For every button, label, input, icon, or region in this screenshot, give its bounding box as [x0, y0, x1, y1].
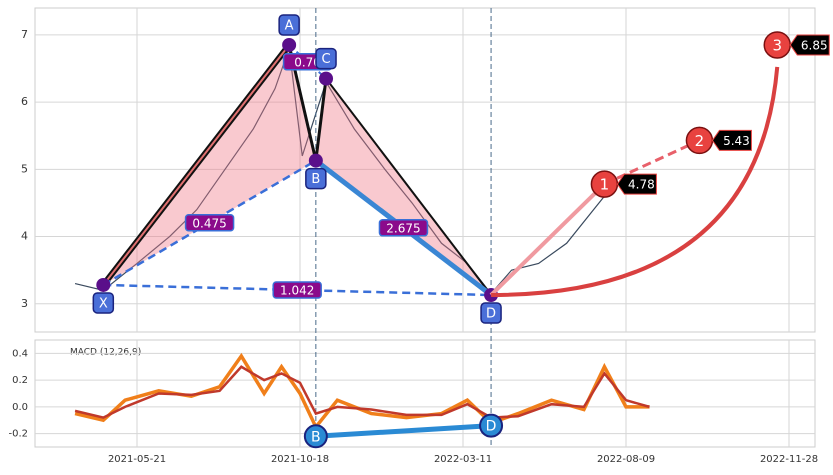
value-tag [616, 173, 657, 195]
ratio-label: 2.675 [386, 221, 420, 235]
divergence-line [315, 423, 492, 439]
pattern-fill [103, 44, 316, 285]
y-tick-label: 7 [21, 28, 28, 41]
target-label: 1 [600, 176, 610, 194]
divergence-point [303, 424, 328, 449]
divergence-label: D [486, 419, 497, 435]
y-tick-label: 3 [21, 297, 28, 310]
divergence-point [479, 413, 504, 438]
point-label: A [285, 18, 294, 33]
x-tick-label: 2021-10-18 [271, 454, 329, 465]
divergence-label: B [311, 429, 321, 445]
pattern-point [308, 153, 323, 168]
price-line [74, 48, 611, 295]
x-tick-label: 2021-05-21 [108, 454, 166, 465]
pattern-leg [314, 78, 328, 161]
ratio-box [378, 219, 429, 237]
target-value: 4.78 [628, 178, 655, 192]
point-label-box [305, 167, 327, 190]
pattern-leg [325, 77, 492, 296]
ratio-label: 0.475 [192, 216, 226, 230]
macd-title: MACD (12,26,9) [70, 348, 141, 358]
y-tick-label: -0.2 [8, 429, 28, 440]
projection [603, 139, 701, 186]
y-tick-label: 5 [21, 162, 28, 175]
pattern-point [319, 71, 334, 86]
x-tick-label: 2022-03-11 [434, 454, 492, 465]
x-tick-label: 2022-11-28 [760, 454, 818, 465]
y-tick-label: 4 [21, 230, 28, 243]
point-label: C [321, 52, 330, 67]
ratio-box [184, 214, 235, 232]
point-label: B [311, 172, 320, 187]
pattern-leg [102, 44, 290, 286]
ratio-box [272, 281, 322, 299]
point-label-box [92, 292, 115, 314]
y-tick-label: 0.4 [12, 348, 28, 359]
ratio-label: 1.042 [280, 283, 314, 297]
target-label: 3 [772, 36, 782, 54]
pattern-fill [315, 78, 492, 296]
target-value: 6.85 [801, 38, 828, 52]
y-tick-label: 6 [21, 95, 28, 108]
y-tick-label: 0.0 [12, 402, 28, 413]
pattern-point [282, 37, 297, 52]
price-panel [34, 7, 816, 333]
point-label-box [315, 47, 337, 70]
point-label: X [99, 296, 108, 311]
ratio-label: 0.70 [294, 55, 321, 69]
value-tag [711, 129, 752, 151]
point-label: D [486, 307, 496, 322]
projection [489, 182, 606, 297]
pattern-point [96, 277, 111, 292]
target-label: 2 [695, 132, 705, 150]
point-label-box [480, 302, 502, 324]
value-tag [789, 34, 830, 56]
projection-curve [491, 66, 780, 298]
target-value: 5.43 [723, 134, 750, 148]
y-tick-label: 0.2 [12, 375, 28, 386]
point-label-box [278, 14, 300, 36]
x-tick-label: 2022-08-09 [597, 454, 655, 465]
macd-line [74, 365, 650, 419]
